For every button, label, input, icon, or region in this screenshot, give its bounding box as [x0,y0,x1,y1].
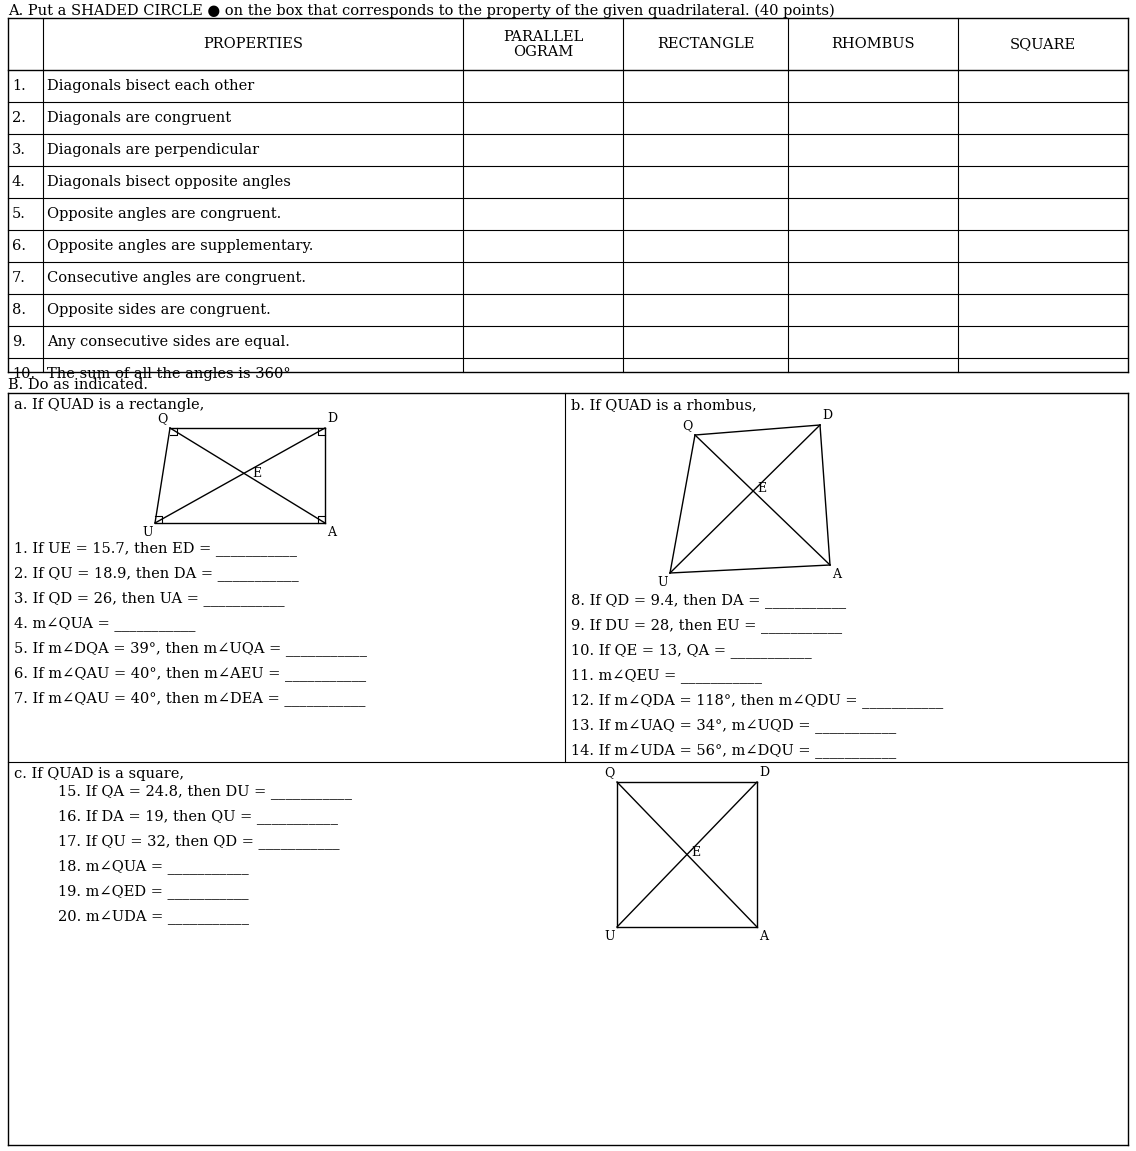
Text: Opposite sides are congruent.: Opposite sides are congruent. [47,303,270,317]
Text: U: U [658,576,668,589]
Text: 19. m∠QED = ___________: 19. m∠QED = ___________ [58,884,249,899]
Text: The sum of all the angles is 360°: The sum of all the angles is 360° [47,367,291,381]
Text: Q: Q [683,419,693,432]
Text: D: D [759,767,769,779]
Text: B. Do as indicated.: B. Do as indicated. [8,378,148,392]
Text: D: D [822,409,833,422]
Text: 10.: 10. [12,367,35,381]
Text: 16. If DA = 19, then QU = ___________: 16. If DA = 19, then QU = ___________ [58,809,339,824]
Text: 9. If DU = 28, then EU = ___________: 9. If DU = 28, then EU = ___________ [571,618,842,633]
Text: 2.: 2. [12,110,26,125]
Text: 1.: 1. [12,79,26,93]
Text: PROPERTIES: PROPERTIES [203,37,303,51]
Text: PARALLEL: PARALLEL [503,30,583,44]
Text: SQUARE: SQUARE [1010,37,1076,51]
Text: A. Put a SHADED CIRCLE ● on the box that corresponds to the property of the give: A. Put a SHADED CIRCLE ● on the box that… [8,3,835,18]
Text: 20. m∠UDA = ___________: 20. m∠UDA = ___________ [58,909,249,924]
Text: A: A [327,526,336,539]
Text: Opposite angles are supplementary.: Opposite angles are supplementary. [47,239,314,253]
Text: 11. m∠QEU = ___________: 11. m∠QEU = ___________ [571,668,762,683]
Text: 9.: 9. [12,335,26,349]
Text: 3.: 3. [12,143,26,157]
Text: 3. If QD = 26, then UA = ___________: 3. If QD = 26, then UA = ___________ [14,590,285,605]
Text: RHOMBUS: RHOMBUS [832,37,914,51]
Text: 6. If m∠QAU = 40°, then m∠AEU = ___________: 6. If m∠QAU = 40°, then m∠AEU = ________… [14,666,366,681]
Text: 5. If m∠DQA = 39°, then m∠UQA = ___________: 5. If m∠DQA = 39°, then m∠UQA = ________… [14,641,367,656]
Text: U: U [142,526,153,539]
Text: 7.: 7. [12,270,26,285]
Text: 12. If m∠QDA = 118°, then m∠QDU = ___________: 12. If m∠QDA = 118°, then m∠QDU = ______… [571,693,943,708]
Text: A: A [832,567,841,581]
Text: Q: Q [604,767,615,779]
Text: b. If QUAD is a rhombus,: b. If QUAD is a rhombus, [571,398,757,412]
Text: 14. If m∠UDA = 56°, m∠DQU = ___________: 14. If m∠UDA = 56°, m∠DQU = ___________ [571,744,896,757]
Text: 8. If QD = 9.4, then DA = ___________: 8. If QD = 9.4, then DA = ___________ [571,593,846,608]
Text: Diagonals bisect opposite angles: Diagonals bisect opposite angles [47,175,291,189]
Text: D: D [327,412,337,425]
Text: 4.: 4. [12,175,26,189]
Text: a. If QUAD is a rectangle,: a. If QUAD is a rectangle, [14,398,204,412]
Text: 7. If m∠QAU = 40°, then m∠DEA = ___________: 7. If m∠QAU = 40°, then m∠DEA = ________… [14,691,366,706]
Text: 13. If m∠UAQ = 34°, m∠UQD = ___________: 13. If m∠UAQ = 34°, m∠UQD = ___________ [571,718,896,733]
Text: OGRAM: OGRAM [512,45,574,59]
Text: 2. If QU = 18.9, then DA = ___________: 2. If QU = 18.9, then DA = ___________ [14,566,299,581]
Text: 15. If QA = 24.8, then DU = ___________: 15. If QA = 24.8, then DU = ___________ [58,784,352,799]
Text: Diagonals are perpendicular: Diagonals are perpendicular [47,143,259,157]
Text: Any consecutive sides are equal.: Any consecutive sides are equal. [47,335,290,349]
Text: 4. m∠QUA = ___________: 4. m∠QUA = ___________ [14,616,195,631]
Text: 1. If UE = 15.7, then ED = ___________: 1. If UE = 15.7, then ED = ___________ [14,541,296,556]
Text: Diagonals are congruent: Diagonals are congruent [47,110,231,125]
Text: c. If QUAD is a square,: c. If QUAD is a square, [14,767,184,782]
Text: 17. If QU = 32, then QD = ___________: 17. If QU = 32, then QD = ___________ [58,834,340,849]
Text: 6.: 6. [12,239,26,253]
Text: Diagonals bisect each other: Diagonals bisect each other [47,79,254,93]
Text: Consecutive angles are congruent.: Consecutive angles are congruent. [47,270,306,285]
Text: 18. m∠QUA = ___________: 18. m∠QUA = ___________ [58,859,249,874]
Text: 10. If QE = 13, QA = ___________: 10. If QE = 13, QA = ___________ [571,643,812,658]
Text: RECTANGLE: RECTANGLE [657,37,754,51]
Text: E: E [691,846,700,859]
Text: A: A [759,930,768,943]
Text: E: E [252,467,261,480]
Text: 8.: 8. [12,303,26,317]
Text: Q: Q [158,412,168,425]
Text: 5.: 5. [12,207,26,221]
Text: E: E [757,482,767,495]
Text: U: U [604,930,615,943]
Text: Opposite angles are congruent.: Opposite angles are congruent. [47,207,282,221]
